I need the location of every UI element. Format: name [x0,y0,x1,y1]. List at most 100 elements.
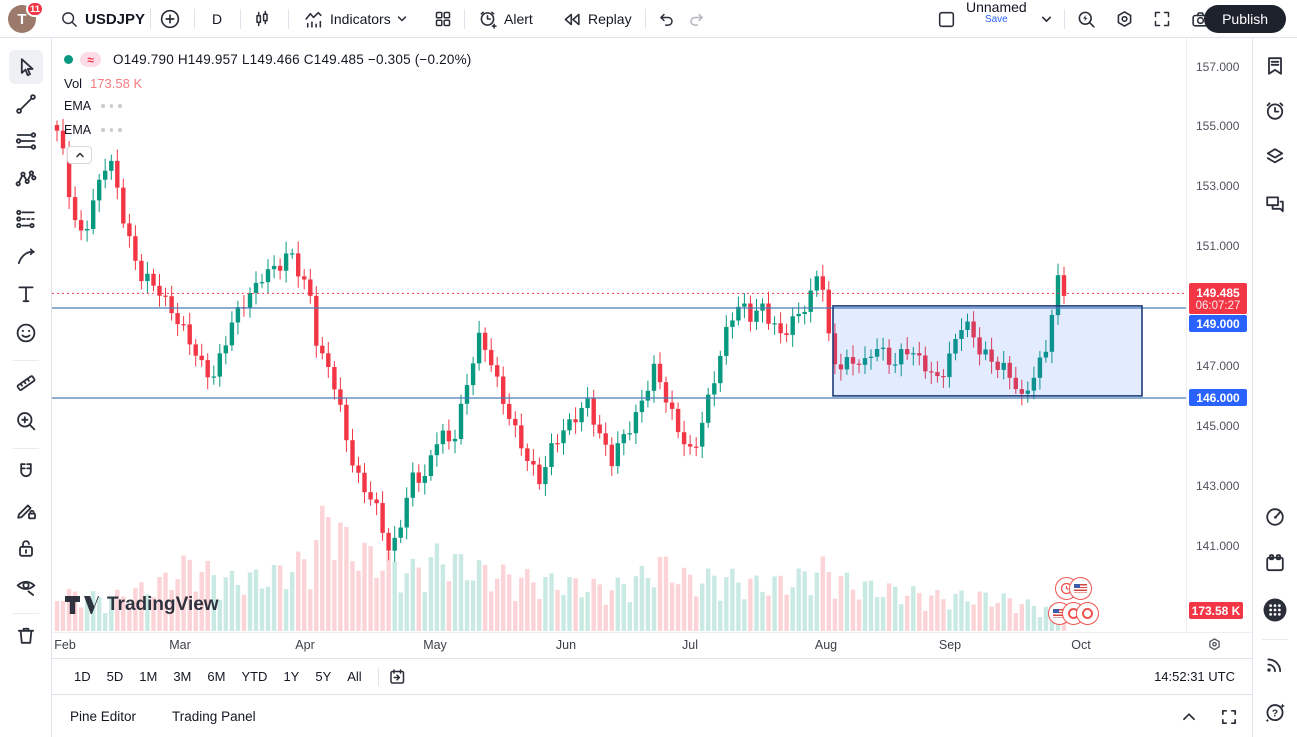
replay-button[interactable]: Replay [561,0,632,38]
pine-editor-tab[interactable]: Pine Editor [70,709,137,724]
economic-event-icon[interactable] [1055,577,1092,600]
panel-maximize-button[interactable] [1220,708,1238,726]
range-button-ytd[interactable]: YTD [241,669,268,684]
symbol-name: USDJPY [85,10,146,28]
toolbar-separator [240,9,241,29]
ema-label: EMA [64,99,92,113]
volume-axis-badge: 173.58 K [1189,602,1243,619]
cursor-tool[interactable] [14,55,38,79]
alerts-panel-button[interactable] [1263,99,1287,123]
save-layout-link[interactable]: Save [984,13,1008,25]
text-tool[interactable] [14,282,38,306]
streams-button[interactable] [1263,652,1287,676]
settings-button[interactable] [1114,0,1135,38]
layout-name-button[interactable]: Unnamed Save [966,0,1027,38]
lock-drawings-tool[interactable] [14,536,38,560]
ideas-target-button[interactable] [1263,505,1287,529]
range-button-1y[interactable]: 1Y [283,669,300,684]
zoom-in-tool[interactable] [14,409,38,433]
time-axis-month: Aug [814,638,838,652]
replay-rewind-icon [561,9,582,30]
hide-drawings-tool[interactable] [14,574,38,598]
fullscreen-button[interactable] [1152,0,1172,38]
chat-button[interactable] [1263,192,1287,216]
drawing-mode-tool[interactable] [14,498,38,522]
search-icon [60,10,79,29]
legend-collapse-button[interactable] [67,146,92,164]
plus-circle-icon [159,8,181,30]
axis-settings-button[interactable] [1206,636,1223,653]
range-button-5d[interactable]: 5D [106,669,124,684]
range-button-1d[interactable]: 1D [74,669,91,684]
price-tick: 143.000 [1196,479,1240,493]
drawing-toolbar [0,38,52,737]
emoji-tool[interactable] [14,321,38,345]
volume-legend[interactable]: Vol 173.58 K [64,76,142,91]
help-button[interactable]: ? [1263,700,1287,724]
price-tick: 155.000 [1196,119,1240,133]
range-button-3m[interactable]: 3M [173,669,192,684]
fib-retracement-tool[interactable] [14,129,38,153]
ema-menu-dots-icon[interactable] [101,128,122,132]
ema-legend-1[interactable]: EMA [64,99,122,113]
magnet-tool[interactable] [14,460,38,484]
tradingview-logo-icon [65,596,99,614]
time-axis[interactable]: Feb Mar Apr May Jun Jul Aug Sep Oct [52,632,1252,658]
chart-plot-area[interactable]: ≈ O149.790 H149.957 L149.466 C149.485 −0… [52,38,1186,632]
ruler-tool[interactable] [14,371,38,395]
ema-legend-2[interactable]: EMA [64,123,122,137]
chart-style-button[interactable] [252,0,272,38]
bottom-toolbar: 1D 5D 1M 3M 6M YTD 1Y 5Y All 14:52:31 UTC [52,658,1252,695]
watchlist-button[interactable] [1263,54,1287,78]
panel-expand-chevron-button[interactable] [1180,708,1198,726]
object-tree-button[interactable] [1263,145,1287,169]
time-axis-month: Jul [682,638,698,652]
chevron-down-icon[interactable] [396,13,408,25]
apps-grid-button[interactable] [1263,598,1287,622]
price-tick: 157.000 [1196,60,1240,74]
interval-button[interactable]: D [212,0,222,38]
goto-date-button[interactable] [387,667,407,687]
trading-panel-tab[interactable]: Trading Panel [172,709,256,724]
bar-countdown: 06:07:27 [1195,299,1241,312]
trendline-tool[interactable] [14,92,38,116]
price-axis[interactable]: 157.000 155.000 153.000 151.000 147.000 145.0… [1186,38,1252,632]
time-axis-month: May [423,638,447,652]
notification-badge: 11 [26,1,45,17]
range-button-5y[interactable]: 5Y [315,669,332,684]
range-button-6m[interactable]: 6M [207,669,226,684]
price-tick: 145.000 [1196,419,1240,433]
time-axis-month: Jun [555,638,577,652]
range-button-1m[interactable]: 1M [139,669,158,684]
range-separator [377,667,379,686]
indicators-button[interactable]: Indicators [303,0,408,38]
range-button-all[interactable]: All [347,669,362,684]
ema-menu-dots-icon[interactable] [101,104,122,108]
undo-button[interactable] [656,0,676,38]
toolbar-divider [13,360,39,361]
symbol-legend[interactable]: ≈ O149.790 H149.957 L149.466 C149.485 −0… [64,52,471,67]
toolbar-separator [1064,9,1065,29]
alert-button[interactable]: Alert [477,0,533,38]
time-axis-month: Apr [295,638,315,652]
quick-search-button[interactable] [1076,0,1097,38]
redo-button[interactable] [687,0,707,38]
layout-chevron-button[interactable] [1040,0,1053,38]
ohlc-values: O149.790 H149.957 L149.466 C149.485 −0.3… [113,52,472,67]
publish-button[interactable]: Publish [1204,5,1286,33]
pattern-tool[interactable] [14,167,38,191]
remove-drawings-tool[interactable] [14,623,38,647]
symbol-search-button[interactable]: USDJPY [60,0,145,38]
volume-value: 173.58 K [90,76,143,91]
calendar-button[interactable] [1263,551,1287,575]
brush-tool[interactable] [14,244,38,268]
layout-select-button[interactable] [936,0,957,38]
interval-label: D [212,11,223,27]
layout-grid-button[interactable] [433,0,453,38]
clock-utc[interactable]: 14:52:31 UTC [1154,669,1235,684]
time-axis-month: Oct [1071,638,1091,652]
compare-add-button[interactable] [159,0,181,38]
economic-event-icon[interactable] [1048,602,1099,625]
forecast-tool[interactable] [14,207,38,231]
upper-level-badge: 149.000 [1189,315,1247,332]
